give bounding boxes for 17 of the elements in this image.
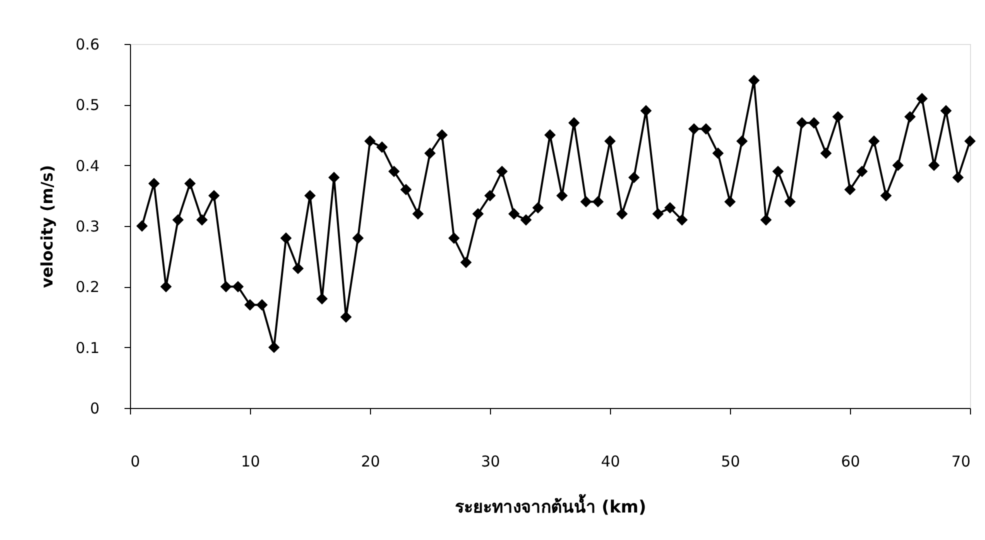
y-tick-label: 0.5 bbox=[76, 96, 100, 114]
x-tick-label: 60 bbox=[840, 452, 860, 470]
x-tick-label: 0 bbox=[130, 452, 140, 470]
x-axis-title: ระยะทางจากต้นน้ำ (km) bbox=[454, 494, 646, 518]
x-tick-label: 40 bbox=[600, 452, 620, 470]
y-axis-title: velocity (m/s) bbox=[38, 164, 57, 288]
y-tick-label: 0.3 bbox=[76, 218, 100, 236]
x-tick-label: 50 bbox=[720, 452, 740, 470]
x-tick-label: 20 bbox=[360, 452, 380, 470]
y-tick-label: 0.1 bbox=[76, 338, 100, 357]
x-tick-label: 70 bbox=[951, 452, 970, 470]
y-tick-label: 0.6 bbox=[76, 36, 100, 54]
x-tick-label: 30 bbox=[480, 452, 500, 470]
y-tick-label: 0.4 bbox=[76, 156, 100, 175]
y-tick-label: 0 bbox=[90, 400, 100, 418]
y-tick-label: 0.2 bbox=[76, 278, 100, 296]
x-tick-label: 10 bbox=[240, 452, 260, 470]
